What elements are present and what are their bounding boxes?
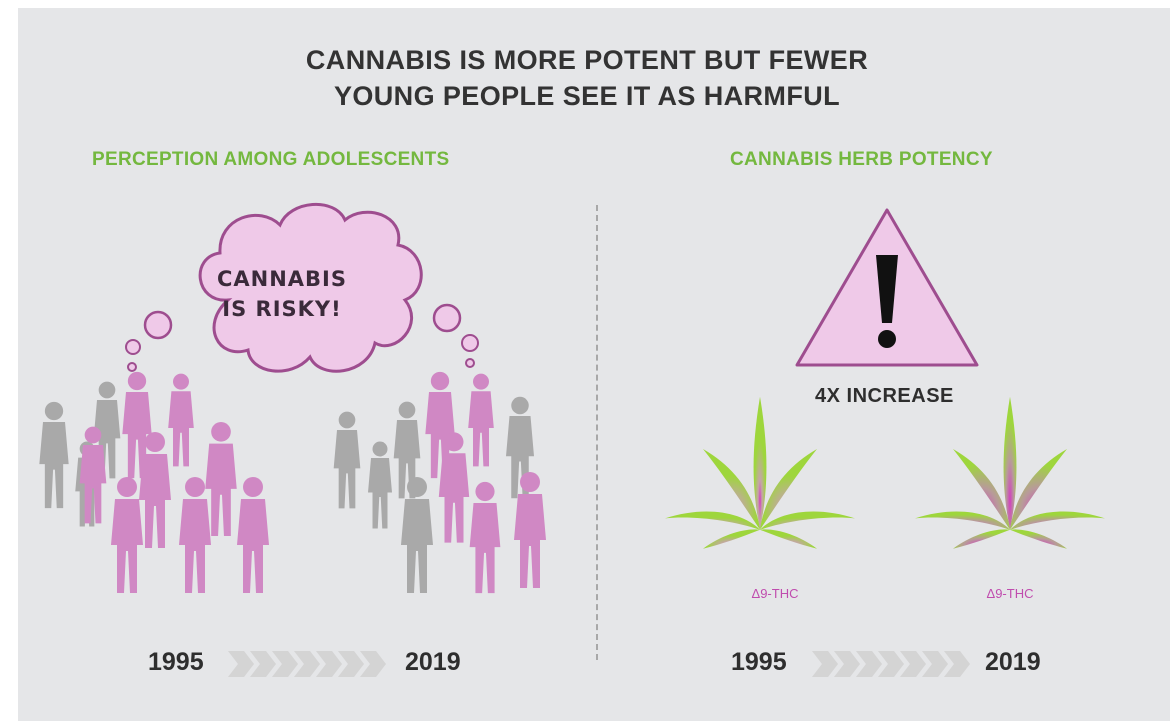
thc-label-1995: Δ9-THC xyxy=(751,586,799,601)
section-divider xyxy=(596,205,598,660)
chevron-right-icon xyxy=(812,651,970,677)
left-timeline-chevrons xyxy=(228,651,386,677)
left-year-start: 1995 xyxy=(148,648,204,676)
right-timeline-chevrons xyxy=(812,651,970,677)
bubble-text-line-2: IS RISKY! xyxy=(222,297,342,321)
thought-bubble-icon xyxy=(125,203,479,373)
thc-label-2019: Δ9-THC xyxy=(986,586,1034,601)
left-year-end: 2019 xyxy=(405,648,461,676)
page-title-line-1: CANNABIS IS MORE POTENT BUT FEWER xyxy=(305,45,869,75)
right-section-title: CANNABIS HERB POTENCY xyxy=(730,149,993,170)
crowd-2019-group xyxy=(333,371,546,594)
left-section-title: PERCEPTION AMONG ADOLESCENTS xyxy=(92,149,450,170)
crowd-1995-group xyxy=(39,371,269,593)
cannabis-leaf-icon xyxy=(665,396,855,549)
bubble-text-line-1: CANNABIS xyxy=(216,267,347,291)
chevron-right-icon xyxy=(228,651,386,677)
warning-triangle-icon xyxy=(795,208,979,367)
page-title-line-2: YOUNG PEOPLE SEE IT AS HARMFUL xyxy=(333,81,841,111)
right-year-end: 2019 xyxy=(985,648,1041,676)
increase-label: 4X INCREASE xyxy=(815,385,954,407)
cannabis-leaf-icon xyxy=(915,396,1105,549)
right-year-start: 1995 xyxy=(731,648,787,676)
